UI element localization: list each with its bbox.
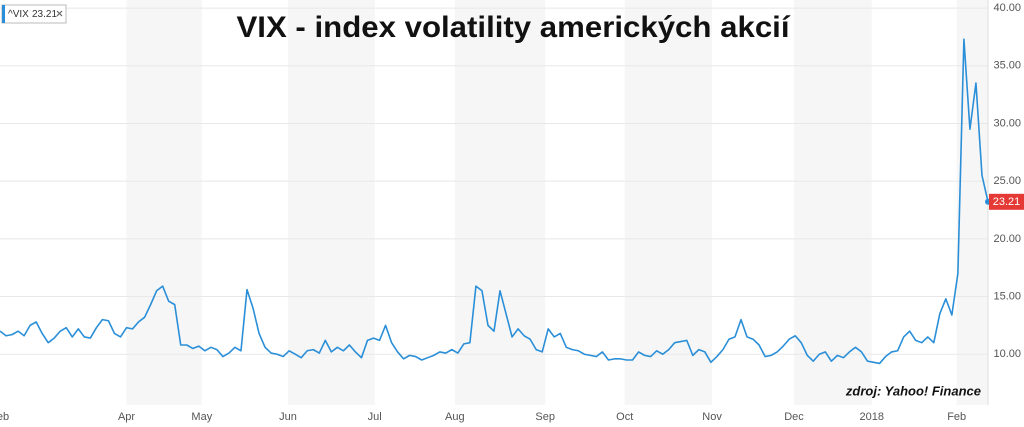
y-tick-label: 40.00 [993,2,1021,14]
x-tick-label: Jul [368,411,382,423]
y-tick-label: 35.00 [993,60,1021,72]
legend-value: 23.21 [32,9,57,20]
month-band [624,0,713,405]
month-band [794,0,872,405]
y-tick-label: 20.00 [993,233,1021,245]
x-tick-label: 2018 [859,411,883,423]
price-tag [989,193,1024,210]
price-tag-label: 23.21 [993,196,1021,208]
x-tick-label: Aug [445,411,465,423]
x-tick-label: Dec [784,411,804,423]
legend-swatch [2,5,5,23]
month-band [287,0,375,405]
legend-close[interactable] [56,10,63,17]
x-tick-label: Oct [616,411,633,423]
chart-title: VIX - index volatility amerických akcií [237,11,792,44]
x-tick-label: Sep [535,411,555,423]
x-tick-label: Apr [118,411,135,423]
legend: ^VIX 23.21 [1,4,67,24]
source-note: zdroj: Yahoo! Finance [845,383,981,398]
legend-label: ^VIX [8,9,29,20]
x-tick-label: Feb [947,411,966,423]
y-tick-label: 15.00 [993,290,1021,302]
x-tick-label: Nov [702,411,722,423]
y-tick-label: 25.00 [993,175,1021,187]
grid [0,0,989,405]
month-bands [126,0,988,405]
month-band [956,0,988,405]
series-line [0,38,989,365]
y-tick-label: 30.00 [993,117,1021,129]
month-band [126,0,202,405]
x-tick-label: eb [0,411,9,423]
x-tick-label: May [191,411,212,423]
month-band [454,0,546,405]
x-tick-label: Jun [279,411,297,423]
y-tick-label: 10.00 [993,348,1021,360]
